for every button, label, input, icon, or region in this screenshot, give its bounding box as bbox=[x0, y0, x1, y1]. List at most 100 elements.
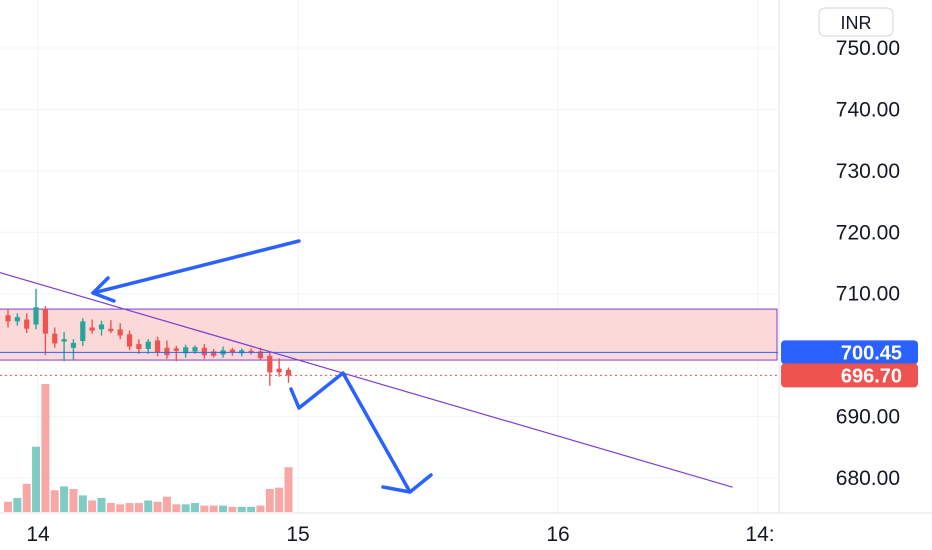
time-tick-16: 16 bbox=[546, 523, 569, 546]
candle bbox=[117, 323, 123, 340]
volume-bar bbox=[134, 503, 143, 512]
volume-bar bbox=[284, 467, 293, 512]
candle-body bbox=[108, 328, 114, 332]
volume-bar bbox=[125, 503, 134, 512]
candle-body bbox=[183, 347, 189, 354]
volume-bar bbox=[60, 486, 69, 512]
candle-body bbox=[257, 351, 264, 359]
candle-body bbox=[229, 349, 235, 353]
candle bbox=[52, 327, 58, 348]
candle bbox=[183, 344, 189, 358]
volume-bar bbox=[32, 446, 41, 512]
candle-body bbox=[126, 334, 133, 347]
volume-bar bbox=[50, 490, 59, 512]
candle-body bbox=[80, 321, 86, 342]
price-tag: 700.45 bbox=[781, 340, 918, 365]
arrow-head-bottom[interactable] bbox=[381, 473, 433, 494]
candle bbox=[126, 330, 133, 351]
arrow-head-top[interactable] bbox=[91, 276, 116, 303]
volume-bar bbox=[219, 505, 228, 512]
candle-body bbox=[211, 351, 217, 356]
price-tag: 696.70 bbox=[781, 363, 918, 388]
price-axis[interactable]: INR 750.00 740.00 730.00 720.00 710.00 690.00… bbox=[778, 0, 932, 550]
candle-body bbox=[70, 342, 77, 348]
candle-body bbox=[61, 339, 67, 342]
trendline[interactable] bbox=[0, 271, 733, 488]
candle bbox=[248, 348, 254, 355]
candle-body bbox=[248, 350, 254, 353]
candle bbox=[285, 367, 292, 383]
annotation-arrows[interactable] bbox=[91, 239, 433, 494]
price-tick-label: 750.00 bbox=[836, 37, 900, 60]
volume-bars bbox=[4, 384, 293, 512]
volume-bar bbox=[247, 506, 256, 512]
price-tick-label: 720.00 bbox=[836, 221, 900, 244]
volume-bar bbox=[237, 506, 246, 512]
plot-background bbox=[0, 0, 778, 513]
price-tick-label: 740.00 bbox=[836, 98, 900, 121]
candle bbox=[155, 336, 161, 357]
candle bbox=[61, 331, 67, 362]
candle-body bbox=[24, 319, 30, 329]
time-axis[interactable]: 14 15 16 14: bbox=[0, 512, 932, 546]
candle-body bbox=[192, 347, 198, 352]
grid bbox=[37, 0, 759, 513]
volume-bar bbox=[181, 504, 190, 512]
time-tick-14: 14 bbox=[26, 523, 50, 546]
candle-body bbox=[239, 350, 245, 354]
volume-bar bbox=[162, 496, 171, 512]
candle-body bbox=[33, 307, 39, 325]
candle bbox=[173, 345, 179, 362]
volume-bar bbox=[275, 487, 284, 512]
candle-body bbox=[136, 344, 142, 350]
volume-bar bbox=[69, 488, 78, 512]
candle bbox=[89, 319, 95, 334]
candle-body bbox=[42, 309, 48, 334]
volume-bar bbox=[22, 483, 31, 512]
arrow-projected-path[interactable] bbox=[289, 371, 412, 494]
candle bbox=[211, 349, 217, 358]
price-tag-background bbox=[781, 340, 918, 365]
volume-bar bbox=[4, 501, 12, 512]
candle-body bbox=[89, 327, 95, 331]
candle-body bbox=[14, 317, 20, 322]
price-tick-label: 730.00 bbox=[836, 160, 900, 183]
candle-body bbox=[155, 340, 161, 353]
volume-bar bbox=[13, 497, 22, 512]
candle bbox=[5, 309, 11, 328]
candle bbox=[70, 339, 77, 361]
grid-horizontal bbox=[0, 47, 778, 479]
volume-bar bbox=[106, 503, 115, 512]
candle-body bbox=[276, 368, 282, 373]
candle-body bbox=[98, 324, 105, 330]
currency-label: INR bbox=[841, 13, 872, 33]
candle bbox=[136, 339, 142, 354]
price-axis-background bbox=[779, 0, 932, 550]
candle bbox=[229, 347, 235, 356]
volume-bar bbox=[265, 488, 274, 512]
price-tick-label: 680.00 bbox=[836, 467, 900, 490]
price-tag-label: 696.70 bbox=[841, 365, 902, 387]
volume-bar bbox=[228, 506, 237, 512]
candle bbox=[276, 358, 282, 377]
volume-bar bbox=[172, 504, 181, 512]
candlesticks bbox=[5, 288, 292, 386]
price-tick-labels: 750.00 740.00 730.00 720.00 710.00 690.00 680.… bbox=[836, 37, 900, 490]
volume-bar bbox=[191, 503, 199, 512]
volume-bar bbox=[116, 504, 125, 512]
price-tag-background bbox=[781, 363, 918, 388]
candle bbox=[257, 347, 264, 361]
currency-badge[interactable] bbox=[818, 7, 894, 37]
candle bbox=[33, 288, 39, 330]
arrow-pointing-to-zone[interactable] bbox=[91, 239, 301, 295]
candle-body bbox=[164, 347, 170, 356]
volume-bar bbox=[78, 495, 87, 512]
candle bbox=[42, 306, 48, 356]
volume-bar bbox=[97, 497, 106, 512]
candle bbox=[267, 352, 273, 386]
candle-body bbox=[117, 329, 123, 336]
candle bbox=[14, 313, 20, 326]
time-tick-14-time: 14: bbox=[745, 523, 774, 546]
price-tick-label: 690.00 bbox=[836, 406, 900, 429]
